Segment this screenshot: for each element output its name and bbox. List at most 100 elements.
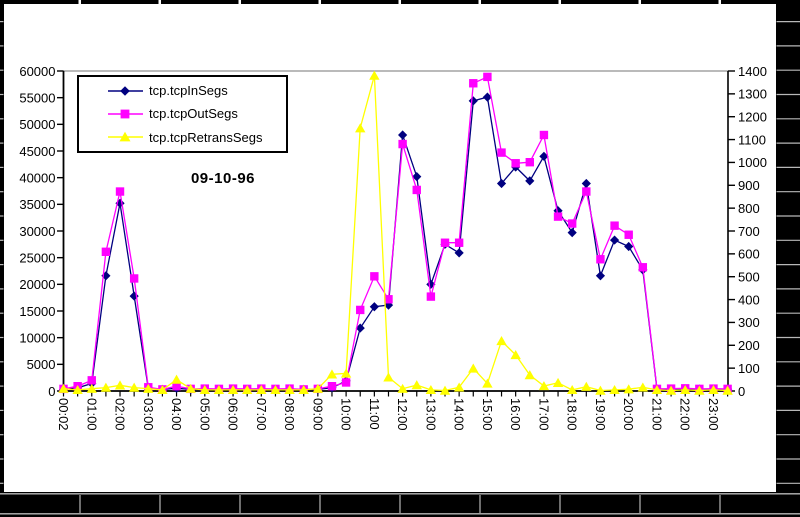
x-axis-label: 05:00 <box>197 398 212 431</box>
y-axis-left-label: 5000 <box>27 357 56 372</box>
triangle-marker-icon <box>680 384 691 395</box>
square-marker-icon <box>567 219 577 228</box>
legend-item-tcpOutSegs[interactable]: tcp.tcpOutSegs <box>79 103 286 125</box>
y-axis-left-label: 35000 <box>19 197 55 212</box>
x-axis-label: 06:00 <box>226 398 241 431</box>
triangle-marker-icon <box>595 385 606 395</box>
triangle-marker-icon <box>468 363 479 373</box>
triangle-marker-icon <box>355 123 366 133</box>
y-axis-right-label: 100 <box>738 361 760 376</box>
triangle-marker-icon <box>100 382 112 392</box>
cell-gridline <box>478 0 481 4</box>
triangle-marker-icon <box>609 384 620 395</box>
x-axis-label: 03:00 <box>141 398 156 431</box>
triangle-marker-icon <box>694 385 705 395</box>
triangle-marker-icon <box>425 384 437 395</box>
x-axis-label: 00:02 <box>56 398 71 431</box>
y-axis-left-label: 40000 <box>19 170 55 185</box>
diamond-marker-icon <box>609 235 620 245</box>
square-marker-icon <box>483 72 492 82</box>
triangle-marker-icon <box>581 381 592 391</box>
square-marker-icon <box>384 295 393 304</box>
triangle-marker-icon <box>143 383 154 393</box>
diamond-marker-icon <box>539 151 549 161</box>
triangle-marker-icon <box>397 383 408 393</box>
triangle-marker-icon <box>411 380 422 390</box>
triangle-marker-icon <box>128 382 140 392</box>
x-axis-label: 02:00 <box>113 398 128 431</box>
triangle-marker-icon <box>185 383 196 393</box>
x-axis-label: 09:00 <box>310 398 325 431</box>
triangle-marker-icon <box>439 385 451 395</box>
square-marker-icon <box>454 238 464 247</box>
diamond-marker-icon <box>369 302 379 312</box>
x-axis-label: 16:00 <box>508 398 523 431</box>
y-axis-right-label: 1200 <box>738 110 767 125</box>
legend-item-tcpInSegs[interactable]: tcp.tcpInSegs <box>79 80 286 102</box>
diamond-marker-icon <box>482 92 492 102</box>
chart-legend[interactable]: tcp.tcpInSegs tcp.tcpOutSegs tcp.tcpRetr… <box>77 75 288 153</box>
x-axis-label: 23:00 <box>706 398 721 431</box>
x-axis-label: 21:00 <box>649 398 664 431</box>
triangle-marker-icon <box>72 384 83 395</box>
square-marker-icon <box>638 263 648 272</box>
square-marker-icon <box>327 382 337 391</box>
triangle-marker-icon <box>651 384 663 395</box>
y-axis-right-label: 0 <box>738 384 745 399</box>
square-marker-icon <box>129 274 139 283</box>
square-marker-icon <box>356 305 365 315</box>
legend-label: tcp.tcpOutSegs <box>149 106 238 122</box>
diamond-marker-icon <box>595 271 606 281</box>
diamond-marker-icon <box>624 241 634 252</box>
y-axis-right-label: 1400 <box>738 64 767 79</box>
x-axis-label: 07:00 <box>254 398 269 431</box>
square-marker-icon <box>525 158 534 167</box>
triangle-marker-icon <box>171 374 182 384</box>
diamond-marker-icon <box>581 178 591 189</box>
triangle-marker-icon <box>538 381 550 391</box>
x-axis-label: 14:00 <box>452 398 467 431</box>
x-axis-label: 19:00 <box>593 398 608 431</box>
triangle-marker-icon <box>227 384 239 395</box>
x-axis-label: 04:00 <box>169 398 184 431</box>
diamond-marker-icon <box>567 228 577 238</box>
diamond-marker-icon <box>108 85 143 96</box>
y-axis-left-label: 30000 <box>19 224 55 239</box>
square-marker-icon <box>87 376 96 385</box>
square-marker-icon <box>370 272 379 281</box>
triangle-marker-icon <box>326 369 338 379</box>
y-axis-left-label: 10000 <box>19 330 55 345</box>
y-axis-right-label: 400 <box>738 292 760 307</box>
diamond-marker-icon <box>454 248 464 258</box>
diamond-marker-icon <box>468 96 478 106</box>
y-axis-left-label: 20000 <box>19 277 55 292</box>
y-axis-right-label: 900 <box>738 178 760 193</box>
x-axis-label: 13:00 <box>423 398 438 431</box>
triangle-marker-icon <box>552 377 564 387</box>
square-marker-icon <box>108 109 143 119</box>
x-axis-label: 20:00 <box>621 398 636 431</box>
diamond-marker-icon <box>355 323 365 333</box>
triangle-marker-icon <box>722 385 733 395</box>
triangle-marker-icon <box>524 370 535 380</box>
triangle-marker-icon <box>241 384 253 395</box>
square-marker-icon <box>398 139 407 149</box>
square-marker-icon <box>539 130 549 140</box>
y-axis-right-label: 300 <box>738 315 760 330</box>
square-marker-icon <box>412 185 421 195</box>
legend-item-tcpRetransSegs[interactable]: tcp.tcpRetransSegs <box>79 126 286 148</box>
triangle-marker-icon <box>340 368 352 378</box>
square-marker-icon <box>553 212 563 221</box>
diamond-marker-icon <box>496 178 507 189</box>
diamond-marker-icon <box>101 271 111 281</box>
triangle-marker-icon <box>383 372 394 382</box>
cell-gridline <box>158 0 161 4</box>
cell-gridline <box>238 0 241 4</box>
square-marker-icon <box>610 221 619 230</box>
triangle-marker-icon <box>453 382 465 392</box>
square-marker-icon <box>497 148 506 157</box>
triangle-marker-icon <box>312 383 324 393</box>
square-marker-icon <box>624 230 633 239</box>
x-axis-label: 17:00 <box>536 398 551 431</box>
triangle-marker-icon <box>58 383 69 393</box>
